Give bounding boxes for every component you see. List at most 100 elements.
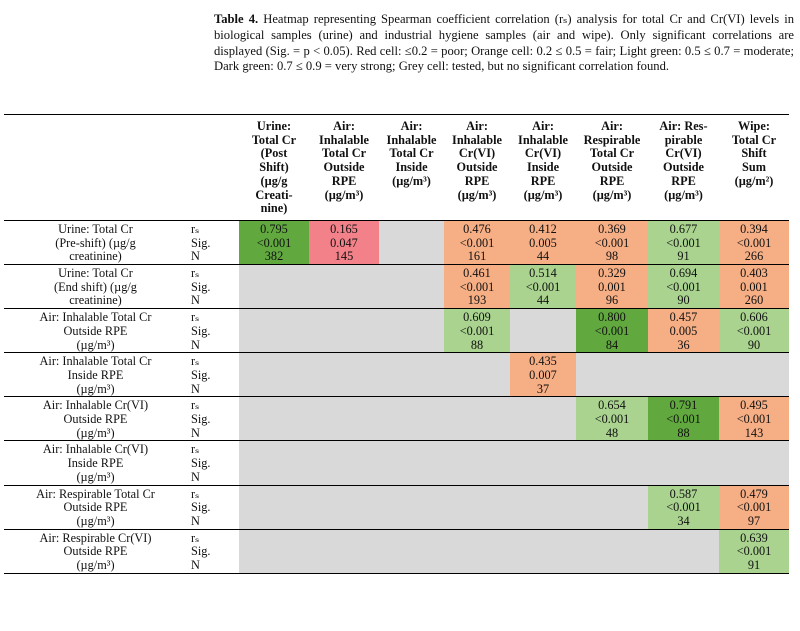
stat-label: Sig. — [191, 279, 211, 294]
row-label-line: (µg/m³) — [76, 469, 115, 484]
heatmap-cell — [379, 220, 444, 265]
column-header-2: Air: Inhalable Total Cr Outside RPE (µg/m³) — [309, 114, 379, 221]
cell-value: 0.005 — [669, 323, 698, 338]
column-header-line: Total Cr — [589, 146, 635, 161]
stat-label: N — [191, 293, 200, 308]
row-label-line: Urine: Total Cr — [58, 266, 133, 281]
heatmap-cell — [239, 396, 309, 441]
stat-label: rₛ — [191, 398, 200, 413]
heatmap-cell — [379, 529, 444, 574]
stat-label: Sig. — [191, 500, 211, 515]
column-header-line: Outside — [591, 160, 633, 175]
stat-label: rₛ — [191, 354, 200, 369]
row-label-line: Inside RPE — [67, 367, 124, 382]
cell-value: 0.435 — [529, 354, 557, 369]
row-label-line: Inside RPE — [67, 456, 124, 471]
row-label-line: (µg/m³) — [76, 513, 115, 528]
column-header-line: Cr(VI) — [524, 146, 562, 161]
heatmap-cell — [379, 440, 444, 486]
stat-label: N — [191, 558, 200, 573]
row-label-line: Air: Inhalable Cr(VI) — [42, 398, 149, 413]
column-header-line: Air: — [466, 119, 488, 133]
cell-value: 36 — [677, 337, 690, 352]
cell-value: 0.791 — [669, 398, 698, 413]
column-header-line: Inside — [395, 160, 428, 175]
column-header-line: Air: — [532, 119, 554, 133]
heatmap-cell — [309, 352, 379, 397]
column-header-line: Sum — [742, 160, 766, 175]
row-label-line: (Pre-shift) (µg/g — [55, 235, 136, 250]
column-header-line: Air: — [333, 119, 355, 133]
heatmap-cell: 0.606 <0.001 90 — [719, 308, 789, 353]
row-label-line: Outside RPE — [63, 544, 128, 559]
heatmap-cell — [576, 485, 648, 530]
column-header-3: Air: Inhalable Total Cr Inside (µg/m³) — [379, 114, 444, 221]
column-header-line: RPE — [331, 173, 357, 188]
row-label-line: Air: Respirable Total Cr — [36, 486, 155, 501]
table-row: Air: Inhalable Total Cr Inside RPE (µg/m³)… — [4, 352, 789, 397]
stat-label: N — [191, 513, 200, 528]
table-row: Urine: Total Cr (End shift) (µg/g creatini… — [4, 264, 789, 309]
heatmap-cell: 0.165 0.047 145 — [309, 220, 379, 265]
row-label-line: (End shift) (µg/g — [54, 279, 137, 294]
row-label-line: Air: Inhalable Total Cr — [39, 354, 152, 369]
cell-value: 88 — [677, 425, 690, 440]
stat-label: rₛ — [191, 221, 200, 236]
row-label-line: (µg/m³) — [76, 337, 115, 352]
column-header-line: Respirable — [583, 132, 641, 147]
heatmap-cell: 0.587 <0.001 34 — [648, 485, 719, 530]
cell-value: 382 — [264, 249, 284, 264]
header-row: Urine: Total Cr (Post Shift) (µg/g Creati-nin… — [4, 114, 789, 221]
cell-value: 0.001 — [740, 279, 768, 294]
heatmap-cell — [239, 264, 309, 309]
cell-value: <0.001 — [594, 323, 630, 338]
cell-value: <0.001 — [736, 544, 772, 559]
column-header-5: Air: Inhalable Cr(VI) Inside RPE (µg/m³) — [510, 114, 576, 221]
heatmap-cell — [309, 264, 379, 309]
stat-labels: rₛ Sig. N — [187, 353, 239, 397]
row-label: Air: Inhalable Cr(VI) Inside RPE (µg/m³) — [4, 441, 187, 485]
heatmap-cell: 0.694 <0.001 90 — [648, 264, 719, 309]
heatmap-cell — [510, 308, 576, 353]
column-header-line: (µg/m³) — [523, 187, 563, 202]
column-header-line: nine) — [260, 201, 288, 216]
column-header-line: (µg/m²) — [734, 173, 774, 188]
column-header-line: (µg/m³) — [457, 187, 497, 202]
column-header-line: (µg/m³) — [592, 187, 632, 202]
row-label-line: Air: Respirable Cr(VI) — [39, 530, 152, 545]
cell-value: 161 — [467, 249, 487, 264]
heatmap-cell — [309, 440, 379, 486]
column-header-line: Air: — [400, 119, 423, 133]
stat-label: rₛ — [191, 486, 200, 501]
column-header-line: Inhalable — [518, 132, 568, 147]
heatmap-cell: 0.403 0.001 260 — [719, 264, 789, 309]
column-header-line: (µg/m³) — [664, 187, 703, 202]
cell-value: 193 — [467, 293, 487, 308]
cell-value: 143 — [744, 425, 764, 440]
cell-value: 0.609 — [463, 310, 491, 325]
cell-value: <0.001 — [459, 279, 495, 294]
row-label-line: (µg/m³) — [76, 381, 115, 396]
table-label: Table 4. — [214, 12, 259, 26]
column-header-6: Air: Respirable Total Cr Outside RPE (µg/m³) — [576, 114, 648, 221]
heatmap-cell — [309, 485, 379, 530]
stat-label: Sig. — [191, 412, 211, 427]
stat-label: Sig. — [191, 367, 211, 382]
heatmap-cell — [309, 396, 379, 441]
column-header-line: Inhalable — [452, 132, 502, 147]
caption-text: Heatmap representing Spearman coefficien… — [214, 12, 794, 74]
stat-label: rₛ — [191, 530, 200, 545]
column-header-line: Creati- — [255, 187, 293, 202]
cell-value: <0.001 — [666, 279, 701, 294]
heatmap-cell — [379, 396, 444, 441]
column-header-line: Outside — [456, 160, 498, 175]
stat-labels: rₛ Sig. N — [187, 220, 239, 264]
stat-labels: rₛ Sig. N — [187, 441, 239, 485]
cell-value: 90 — [747, 337, 761, 352]
cell-value: 0.412 — [529, 221, 557, 236]
stat-label: Sig. — [191, 323, 211, 338]
heatmap-cell — [309, 529, 379, 574]
column-header-line: RPE — [671, 173, 696, 188]
heatmap-cell — [444, 440, 510, 486]
stat-label: N — [191, 249, 200, 264]
